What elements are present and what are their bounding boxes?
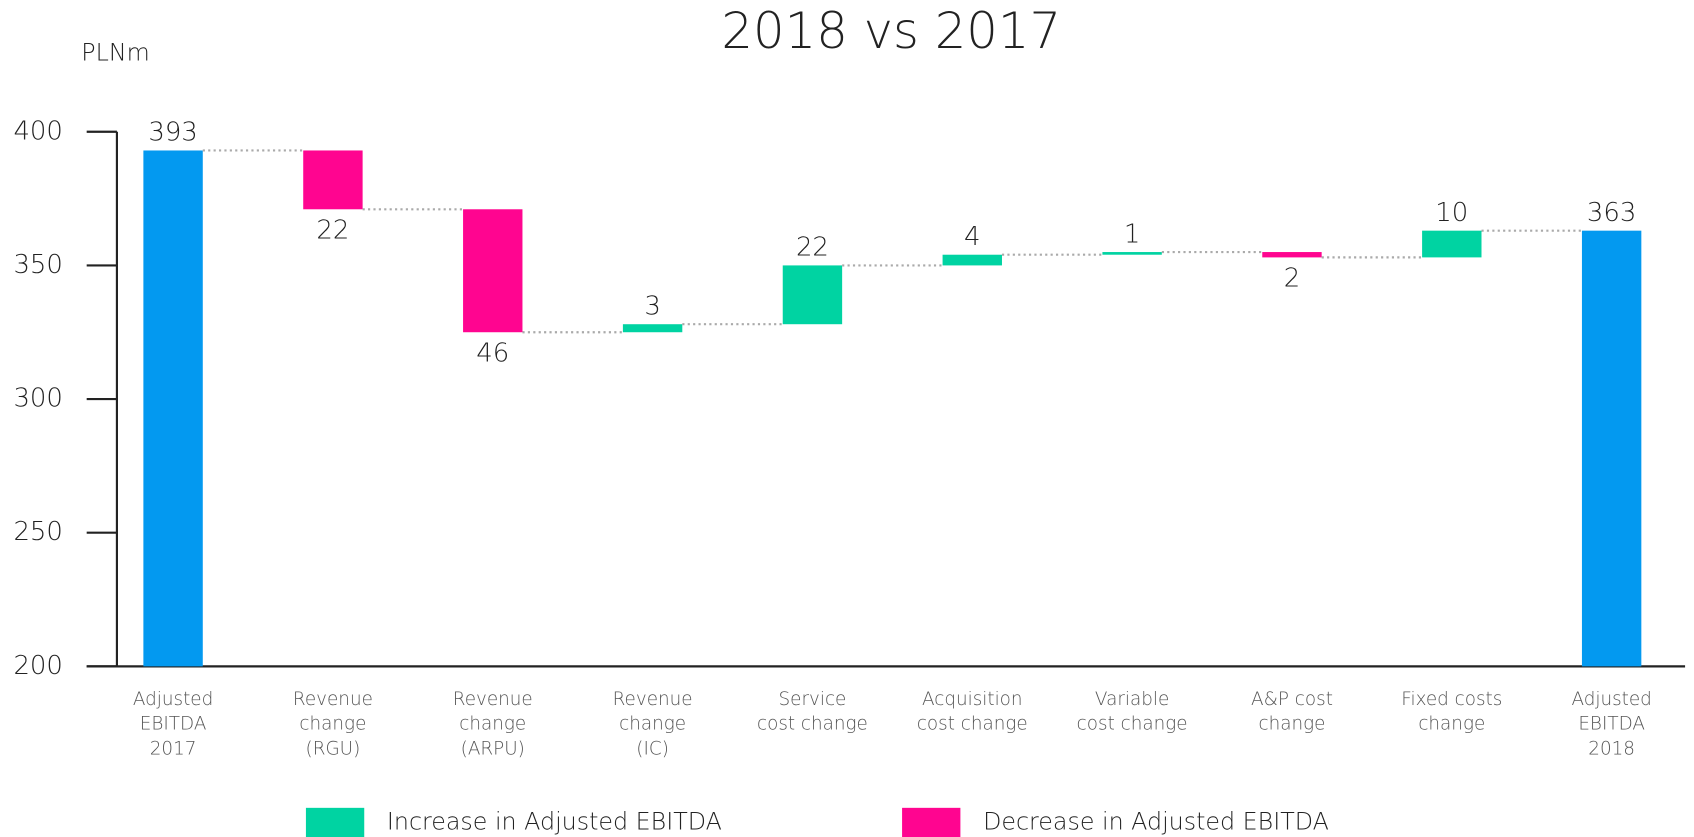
- data-label: 3: [644, 291, 660, 321]
- bar: [1262, 252, 1322, 258]
- x-tick-label-line: EBITDA: [1578, 714, 1645, 735]
- x-tick-label-line: Revenue: [613, 689, 693, 710]
- data-label: 2: [1284, 263, 1300, 293]
- bar: [303, 150, 363, 210]
- x-tick-label: Adjusted EBITDA 2018: [1571, 689, 1651, 760]
- x-tick-label-line: Acquisition: [922, 689, 1023, 710]
- bar: [1422, 230, 1482, 258]
- x-tick-label-line: change: [459, 714, 526, 735]
- legend-label: Increase in Adjusted EBITDA: [387, 807, 722, 835]
- x-tick-label-line: Adjusted: [1571, 689, 1651, 710]
- y-tick-label: 350: [13, 250, 62, 280]
- legend-swatch: [902, 807, 961, 837]
- data-label: 363: [1587, 198, 1636, 228]
- x-tick-label: Revenue change (ARPU): [453, 689, 533, 760]
- y-axis-label: PLNm: [81, 39, 149, 67]
- y-tick-label: 400: [13, 116, 62, 146]
- x-tick-label-line: Adjusted: [133, 689, 213, 710]
- x-tick-label-line: Fixed costs: [1401, 689, 1502, 710]
- x-tick-label: Variable cost change: [1077, 689, 1188, 735]
- x-tick-label-line: cost change: [1077, 714, 1188, 735]
- x-tick-label: Acquisition cost change: [917, 689, 1028, 735]
- bar: [143, 150, 203, 667]
- bar: [782, 265, 843, 325]
- x-tick-label: Revenue change (RGU): [293, 689, 373, 760]
- x-tick-label-line: EBITDA: [140, 714, 207, 735]
- x-tick-label-line: cost change: [757, 714, 868, 735]
- data-label: 22: [316, 215, 349, 245]
- bar: [463, 209, 523, 333]
- x-tick-label-line: (RGU): [306, 739, 361, 760]
- legend-label: Decrease in Adjusted EBITDA: [983, 807, 1329, 835]
- y-tick-label: 250: [13, 517, 62, 547]
- x-tick-label: A&P cost change: [1251, 689, 1333, 735]
- data-label: 1: [1124, 219, 1140, 249]
- x-tick-label-line: (ARPU): [461, 739, 525, 760]
- x-tick-label: Fixed costs change: [1401, 689, 1502, 735]
- x-tick-label-line: change: [619, 714, 686, 735]
- data-label: 46: [476, 338, 509, 368]
- data-label: 22: [796, 233, 829, 263]
- x-tick-label-line: change: [1258, 714, 1325, 735]
- x-tick-label-line: cost change: [917, 714, 1028, 735]
- x-tick-label-line: (IC): [636, 739, 669, 760]
- bar: [1102, 252, 1162, 255]
- bar: [942, 254, 1002, 266]
- x-tick-label-line: Revenue: [453, 689, 533, 710]
- x-tick-label-line: change: [1418, 714, 1485, 735]
- x-tick-label-line: Variable: [1095, 689, 1169, 710]
- data-label: 393: [148, 118, 197, 148]
- data-label: 4: [964, 222, 980, 252]
- chart-title: 2018 vs 2017: [721, 2, 1061, 60]
- legend-swatch: [305, 807, 365, 837]
- y-tick-label: 300: [13, 384, 62, 414]
- x-tick-label: Adjusted EBITDA 2017: [133, 689, 213, 760]
- x-tick-label-line: change: [299, 714, 366, 735]
- data-label: 10: [1435, 198, 1468, 228]
- x-tick-label-line: Service: [779, 689, 847, 710]
- x-tick-label: Revenue change (IC): [613, 689, 693, 760]
- x-tick-label-line: 2018: [1588, 739, 1635, 760]
- x-tick-label-line: A&P cost: [1251, 689, 1333, 710]
- x-tick-label-line: 2017: [150, 739, 197, 760]
- x-tick-label: Service cost change: [757, 689, 868, 735]
- y-tick-label: 200: [13, 651, 62, 681]
- x-tick-label-line: Revenue: [293, 689, 373, 710]
- bar: [622, 324, 683, 333]
- bar: [1581, 230, 1642, 667]
